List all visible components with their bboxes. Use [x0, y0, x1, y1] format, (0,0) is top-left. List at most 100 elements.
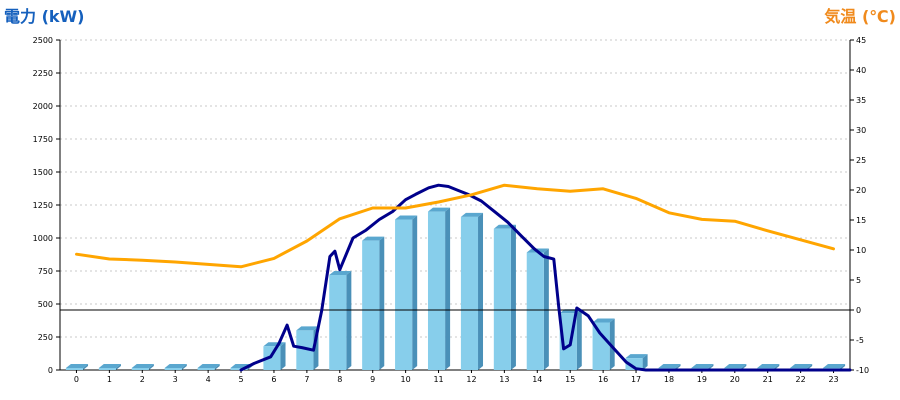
power-bar: [625, 354, 648, 370]
left-tick-label: 500: [38, 300, 53, 309]
power-bar-front: [296, 330, 314, 370]
power-bar-top: [757, 364, 780, 368]
x-tick-label: 19: [697, 375, 707, 384]
temperature-line: [75, 183, 835, 269]
right-tick-label: 20: [856, 186, 866, 195]
power-bar-front: [329, 274, 347, 370]
x-tick-label: 6: [271, 375, 276, 384]
x-tick-label: 15: [565, 375, 575, 384]
power-bar-front: [230, 368, 248, 370]
x-tick-label: 10: [401, 375, 411, 384]
power-bar: [460, 212, 484, 370]
x-tick-label: 5: [238, 375, 243, 384]
power-bar-top: [592, 318, 615, 323]
x-tick-label: 7: [304, 375, 309, 384]
power-bar-side: [478, 212, 484, 370]
power-bar-front: [65, 368, 84, 370]
right-tick-label: 40: [856, 66, 866, 75]
x-tick-label: 14: [532, 375, 542, 384]
power-bar-side: [576, 309, 582, 370]
right-axis-title: 気温 (℃): [824, 7, 896, 26]
power-bar-top: [197, 364, 220, 368]
x-tick-label: 23: [828, 375, 838, 384]
power-bar: [164, 364, 187, 370]
power-bar-front: [526, 252, 544, 370]
power-bar: [493, 224, 516, 370]
power-bar-front: [263, 346, 281, 370]
power-bar-top: [131, 364, 154, 368]
power-bar-side: [280, 342, 286, 370]
power-bar-front: [592, 322, 610, 370]
power-bar: [526, 248, 549, 370]
x-tick-label: 12: [466, 375, 476, 384]
x-tick-label: 2: [140, 375, 145, 384]
power-bar-top: [724, 364, 747, 368]
power-bar: [427, 207, 451, 370]
right-tick-label: -5: [856, 336, 864, 345]
power-bar-side: [148, 364, 154, 370]
power-bar-side: [445, 207, 451, 370]
right-tick-label: 25: [856, 156, 866, 165]
power-bar: [395, 215, 418, 370]
x-tick-label: 8: [337, 375, 342, 384]
power-bar-front: [427, 211, 446, 370]
power-bar-front: [395, 219, 413, 370]
axes: [56, 39, 854, 373]
power-bar-side: [83, 364, 89, 370]
right-tick-label: 0: [856, 306, 861, 315]
power-bar-side: [346, 270, 352, 370]
power-bar-top: [625, 354, 648, 359]
x-tick-label: 0: [74, 375, 79, 384]
power-bar-front: [98, 368, 116, 370]
x-tick-label: 22: [796, 375, 806, 384]
power-bar: [197, 364, 220, 370]
power-bar-top: [658, 364, 681, 368]
power-bar: [362, 236, 385, 370]
right-tick-labels: -10 -5 0 5 10 15 20 25 30 35 40 45: [856, 36, 869, 375]
power-bar-front: [460, 216, 479, 370]
right-tick-label: 15: [856, 216, 866, 225]
power-bar-front: [362, 240, 380, 370]
left-tick-label: 250: [38, 333, 53, 342]
power-bar-side: [609, 318, 615, 370]
power-bar-top: [164, 364, 187, 368]
left-tick-label: 1000: [33, 234, 53, 243]
left-tick-label: 2250: [33, 69, 53, 78]
right-tick-label: 30: [856, 126, 866, 135]
power-bar-side: [115, 364, 121, 370]
left-tick-label: 2000: [33, 102, 53, 111]
power-bar-side: [642, 354, 648, 370]
power-bar: [592, 318, 615, 370]
x-tick-label: 1: [107, 375, 112, 384]
left-tick-label: 2500: [33, 36, 53, 45]
grid-lines: [60, 39, 850, 338]
x-tick-labels: 0 1 2 3 4 5 6 7 8 9 10 11 12 13 14 15 16 17 18 19 20 21 22 23: [74, 375, 839, 384]
power-bar-side: [510, 224, 516, 370]
power-bar-top: [329, 270, 352, 275]
power-bar-top: [98, 364, 121, 368]
x-tick-label: 16: [598, 375, 608, 384]
power-bar-top: [362, 236, 385, 241]
right-tick-label: 35: [856, 96, 866, 105]
power-bar-side: [181, 364, 187, 370]
power-bar-top: [790, 364, 813, 368]
power-bars: [65, 207, 846, 370]
right-tick-label: 45: [856, 36, 866, 45]
power-bar: [131, 364, 154, 370]
power-bar-top: [65, 364, 89, 368]
left-tick-label: 1750: [33, 135, 53, 144]
power-line: [239, 183, 852, 372]
power-bar: [263, 342, 286, 370]
x-tick-label: 9: [370, 375, 375, 384]
power-bar: [98, 364, 121, 370]
right-tick-label: 5: [856, 276, 861, 285]
power-bar-side: [214, 364, 220, 370]
x-tick-label: 4: [206, 375, 211, 384]
left-tick-labels: 0 250 500 750 1000 1250 1500 1750 2000 2250 2500: [33, 36, 53, 375]
power-bar: [65, 364, 89, 370]
power-bar-top: [427, 207, 451, 212]
right-tick-label: 10: [856, 246, 866, 255]
x-tick-label: 20: [730, 375, 740, 384]
left-axis-title: 電力 (kW): [4, 7, 85, 26]
